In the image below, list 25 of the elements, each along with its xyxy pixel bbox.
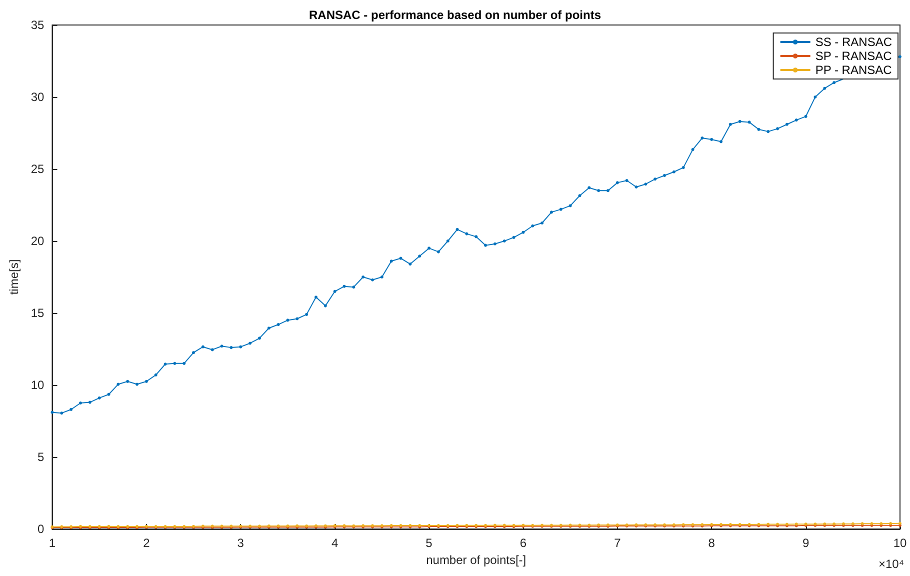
text: ×10⁴	[878, 557, 904, 571]
y-tick-label: 35	[30, 18, 45, 32]
legend-label: SS - RANSAC	[815, 35, 892, 49]
chart-title: RANSAC - performance based on number of points	[308, 8, 602, 22]
x-tick-label: 7	[614, 536, 622, 550]
x-tick-label: 9	[802, 536, 810, 550]
x-tick-label: 10	[893, 536, 907, 550]
x-tick-label: 4	[331, 536, 338, 550]
y-tick-label: 0	[38, 522, 45, 536]
x-tick-label: 3	[237, 536, 244, 550]
y-tick-label: 10	[30, 378, 45, 392]
y-tick-label: 20	[30, 234, 45, 248]
x-axis-title: number of points[-]	[426, 552, 526, 567]
x-tick-label: 2	[143, 536, 150, 550]
x-tick-label: 5	[426, 536, 433, 550]
y-axis-title: time[s]	[7, 259, 21, 295]
y-tick-label: 5	[38, 450, 45, 464]
y-tick-label: 30	[30, 90, 45, 104]
x-tick-label: 8	[708, 536, 716, 550]
legend-label: SP - RANSAC	[815, 49, 892, 63]
y-tick-label: 25	[30, 162, 45, 176]
x-tick-label: 1	[48, 536, 56, 550]
x-tick-label: 6	[520, 536, 527, 550]
legend-label: PP - RANSAC	[815, 63, 892, 77]
y-tick-label: 15	[30, 306, 45, 320]
